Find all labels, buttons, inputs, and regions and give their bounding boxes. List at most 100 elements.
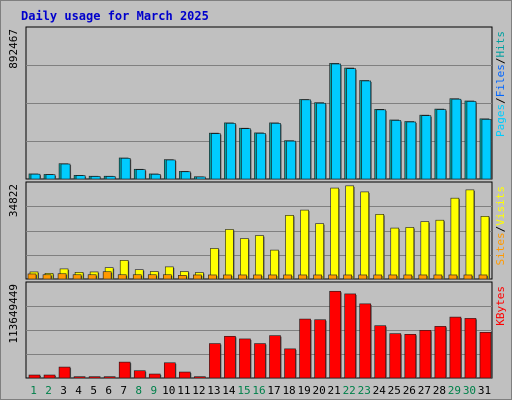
bar-sites-day-18 bbox=[283, 274, 292, 280]
bar-pages-day-20 bbox=[316, 102, 326, 180]
x-tick-day-1: 1 bbox=[30, 384, 37, 397]
bar-pages-day-27 bbox=[421, 115, 432, 180]
bar-sites-day-15 bbox=[238, 274, 247, 280]
bar-pages-day-3 bbox=[60, 163, 71, 180]
panel-bottom-legend: KBytes bbox=[494, 286, 507, 326]
x-tick-day-5: 5 bbox=[90, 384, 97, 397]
bar-pages-day-5 bbox=[90, 176, 101, 180]
panel-top-ytick: 892467 bbox=[7, 29, 20, 69]
bar-sites-day-29 bbox=[448, 274, 458, 280]
bar-kbytes-day-23 bbox=[359, 303, 372, 379]
bar-pages-day-12 bbox=[196, 176, 206, 180]
legend-hits: Hits bbox=[494, 31, 507, 58]
panel-bottom-ytick: 113649449 bbox=[7, 284, 20, 344]
bar-visits-day-13 bbox=[210, 248, 219, 280]
bar-pages-day-6 bbox=[105, 176, 116, 180]
bar-sites-day-11 bbox=[178, 275, 187, 280]
bar-pages-day-30 bbox=[466, 101, 477, 180]
bar-kbytes-day-10 bbox=[163, 362, 176, 379]
bar-pages-day-2 bbox=[45, 174, 56, 180]
bar-sites-day-28 bbox=[433, 274, 443, 280]
x-tick-day-18: 18 bbox=[282, 384, 295, 397]
x-tick-day-28: 28 bbox=[433, 384, 446, 397]
x-tick-day-22: 22 bbox=[343, 384, 356, 397]
bar-kbytes-day-16 bbox=[254, 343, 266, 379]
bar-kbytes-day-22 bbox=[344, 293, 356, 379]
bar-pages-day-22 bbox=[346, 68, 356, 180]
legend-separator: / bbox=[494, 97, 507, 104]
bar-visits-day-24 bbox=[375, 214, 385, 280]
bar-kbytes-day-14 bbox=[224, 335, 236, 379]
x-tick-day-13: 13 bbox=[207, 384, 220, 397]
bar-pages-day-26 bbox=[406, 121, 417, 180]
bar-sites-day-23 bbox=[358, 274, 368, 280]
bar-kbytes-day-15 bbox=[239, 338, 251, 379]
bar-sites-day-4 bbox=[72, 274, 82, 280]
x-tick-day-24: 24 bbox=[373, 384, 387, 397]
legend-files: Files bbox=[494, 64, 507, 97]
bar-sites-day-25 bbox=[388, 274, 398, 280]
bar-kbytes-day-8 bbox=[133, 370, 146, 379]
legend-separator: / bbox=[494, 58, 507, 65]
bar-pages-day-25 bbox=[391, 120, 402, 180]
bar-kbytes-day-28 bbox=[434, 326, 447, 379]
bar-pages-day-15 bbox=[241, 128, 251, 180]
x-tick-day-7: 7 bbox=[120, 384, 127, 397]
bar-kbytes-day-19 bbox=[299, 318, 311, 379]
bar-sites-day-16 bbox=[253, 274, 262, 280]
bar-sites-day-6 bbox=[102, 271, 112, 280]
x-tick-day-31: 31 bbox=[478, 384, 491, 397]
x-tick-day-14: 14 bbox=[222, 384, 236, 397]
bar-kbytes-day-3 bbox=[58, 366, 71, 379]
bar-visits-day-29 bbox=[450, 197, 460, 280]
x-tick-day-15: 15 bbox=[237, 384, 250, 397]
legend-visits: Visits bbox=[494, 186, 507, 226]
x-tick-day-27: 27 bbox=[418, 384, 431, 397]
bar-sites-day-14 bbox=[223, 274, 232, 280]
bar-sites-day-17 bbox=[268, 274, 277, 280]
bar-kbytes-day-12 bbox=[194, 376, 206, 379]
bar-sites-day-2 bbox=[42, 274, 52, 280]
x-tick-day-2: 2 bbox=[45, 384, 52, 397]
bar-pages-day-24 bbox=[376, 109, 387, 180]
bar-kbytes-day-7 bbox=[118, 361, 131, 379]
bar-kbytes-day-31 bbox=[479, 332, 492, 379]
bar-kbytes-day-18 bbox=[284, 348, 296, 379]
bar-sites-day-30 bbox=[463, 274, 473, 280]
bar-kbytes-day-13 bbox=[209, 343, 221, 379]
x-tick-day-10: 10 bbox=[162, 384, 175, 397]
bar-pages-day-16 bbox=[256, 133, 266, 180]
x-tick-day-8: 8 bbox=[135, 384, 142, 397]
bar-sites-day-12 bbox=[193, 274, 202, 280]
bar-visits-day-14 bbox=[225, 229, 234, 280]
bar-visits-day-22 bbox=[345, 185, 354, 280]
bar-kbytes-day-30 bbox=[464, 318, 477, 379]
bar-sites-day-24 bbox=[373, 274, 383, 280]
bar-visits-day-28 bbox=[435, 219, 445, 280]
panel-top-legend: Pages/Files/Hits bbox=[494, 31, 507, 137]
bar-kbytes-day-24 bbox=[374, 325, 387, 379]
bar-pages-day-13 bbox=[211, 133, 221, 180]
bar-pages-day-28 bbox=[436, 109, 447, 180]
bar-pages-day-18 bbox=[286, 140, 296, 180]
chart-title: Daily usage for March 2025 bbox=[21, 9, 209, 23]
bar-visits-day-15 bbox=[240, 238, 249, 280]
bar-visits-day-30 bbox=[465, 189, 475, 280]
bar-kbytes-day-6 bbox=[103, 376, 116, 379]
x-tick-day-9: 9 bbox=[150, 384, 157, 397]
x-tick-day-23: 23 bbox=[358, 384, 371, 397]
bar-pages-day-21 bbox=[331, 63, 341, 180]
bar-kbytes-day-29 bbox=[449, 316, 462, 379]
bar-pages-day-10 bbox=[165, 159, 176, 180]
bar-pages-day-9 bbox=[150, 174, 161, 180]
bar-visits-day-20 bbox=[315, 223, 324, 280]
bar-visits-day-18 bbox=[285, 215, 294, 280]
legend-separator: / bbox=[494, 226, 507, 233]
bar-sites-day-31 bbox=[478, 274, 488, 280]
x-tick-day-16: 16 bbox=[252, 384, 265, 397]
bar-sites-day-3 bbox=[57, 273, 67, 280]
bar-pages-day-31 bbox=[481, 119, 492, 180]
bar-visits-day-19 bbox=[300, 209, 309, 280]
bar-visits-day-26 bbox=[405, 227, 415, 280]
